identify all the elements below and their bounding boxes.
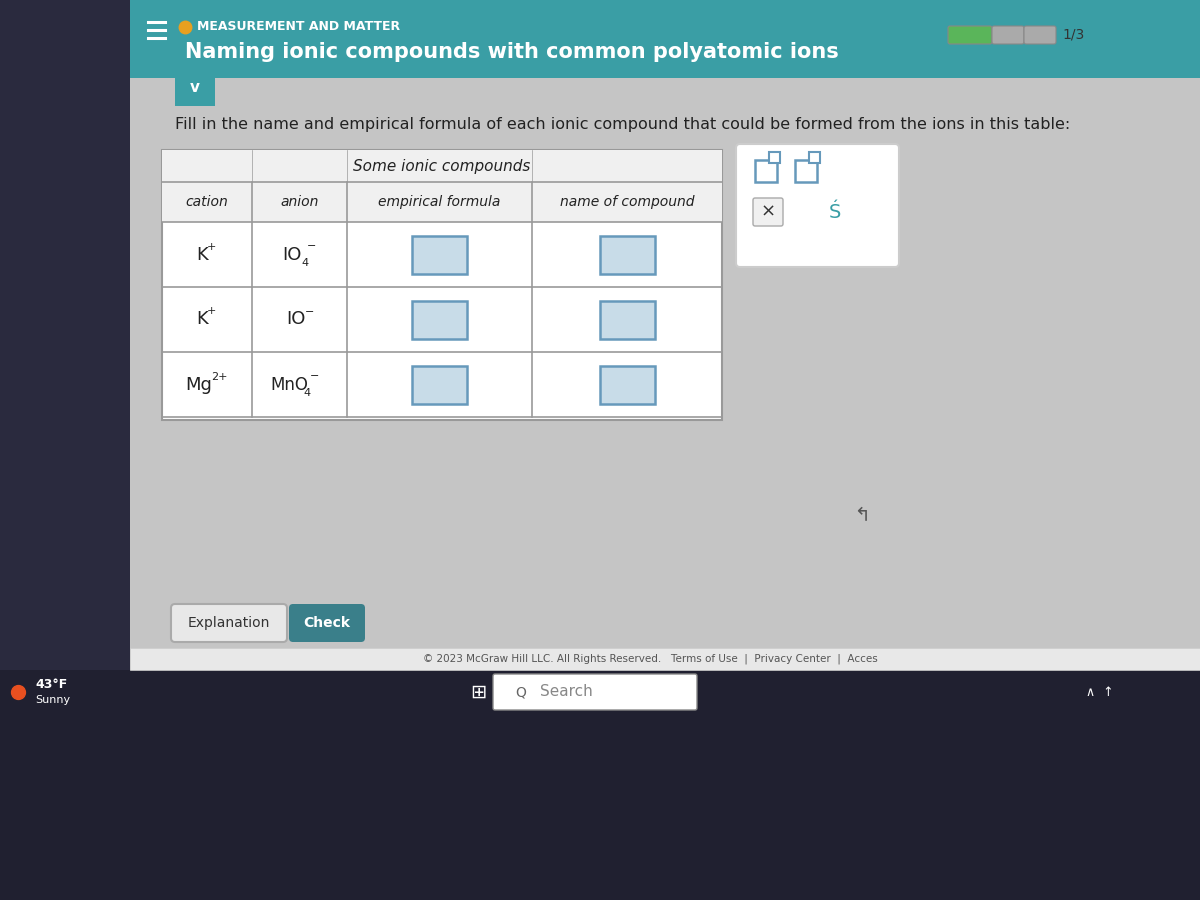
Bar (769, 152, 780, 163)
Bar (600, 236, 654, 274)
FancyBboxPatch shape (493, 674, 697, 710)
Bar (809, 152, 820, 163)
Text: 4: 4 (304, 388, 311, 398)
Text: −: − (307, 241, 316, 251)
Text: +: + (206, 307, 216, 317)
Bar (755, 160, 778, 182)
Text: Some ionic compounds: Some ionic compounds (353, 158, 530, 174)
Bar (0, 780, 1200, 900)
Text: ⊞: ⊞ (470, 682, 486, 701)
Bar (412, 236, 467, 274)
Text: name of compound: name of compound (559, 195, 695, 209)
FancyBboxPatch shape (1024, 26, 1056, 44)
Text: Naming ionic compounds with common polyatomic ions: Naming ionic compounds with common polya… (185, 42, 839, 62)
Text: empirical formula: empirical formula (378, 195, 500, 209)
Text: Ś: Ś (829, 202, 841, 221)
Text: −: − (310, 372, 319, 382)
Bar (600, 301, 654, 338)
Text: ∧  ↑: ∧ ↑ (1086, 686, 1114, 698)
Bar (0, 0, 130, 840)
Bar (0, 670, 1200, 900)
Text: 43°F: 43°F (35, 679, 67, 691)
Text: −: − (305, 307, 314, 317)
Text: MEASUREMENT AND MATTER: MEASUREMENT AND MATTER (197, 21, 400, 33)
Bar (162, 150, 722, 420)
Text: v: v (190, 80, 200, 95)
Bar (130, 0, 1200, 840)
Text: 4: 4 (301, 257, 308, 267)
Bar (162, 150, 722, 182)
Text: Search: Search (540, 685, 593, 699)
FancyBboxPatch shape (754, 198, 784, 226)
Text: +: + (206, 241, 216, 251)
Text: 1/3: 1/3 (1062, 28, 1085, 42)
Bar (162, 182, 722, 222)
Text: K: K (196, 246, 208, 264)
Text: Fill in the name and empirical formula of each ionic compound that could be form: Fill in the name and empirical formula o… (175, 116, 1070, 131)
FancyBboxPatch shape (736, 144, 899, 267)
Text: 2+: 2+ (211, 372, 227, 382)
FancyBboxPatch shape (172, 604, 287, 642)
Bar (796, 160, 817, 182)
Bar (175, 78, 215, 106)
Bar (130, 648, 1200, 670)
Text: © 2023 McGraw Hill LLC. All Rights Reserved.   Terms of Use  |  Privacy Center  : © 2023 McGraw Hill LLC. All Rights Reser… (422, 653, 877, 664)
Text: anion: anion (281, 195, 319, 209)
Text: K: K (196, 310, 208, 328)
Text: Check: Check (304, 616, 350, 630)
Text: Explanation: Explanation (188, 616, 270, 630)
Text: IO: IO (286, 310, 305, 328)
FancyBboxPatch shape (992, 26, 1024, 44)
Text: ↳: ↳ (847, 500, 863, 519)
Text: cation: cation (186, 195, 228, 209)
FancyBboxPatch shape (289, 604, 365, 642)
Bar (600, 365, 654, 403)
Bar (130, 0, 1200, 78)
Text: Q: Q (516, 685, 527, 699)
Text: Sunny: Sunny (35, 695, 70, 705)
Text: IO: IO (282, 246, 301, 264)
Bar (412, 301, 467, 338)
Text: ×: × (761, 203, 775, 221)
Text: MnO: MnO (270, 375, 308, 393)
FancyBboxPatch shape (948, 26, 992, 44)
Bar (412, 365, 467, 403)
Text: Mg: Mg (186, 375, 212, 393)
